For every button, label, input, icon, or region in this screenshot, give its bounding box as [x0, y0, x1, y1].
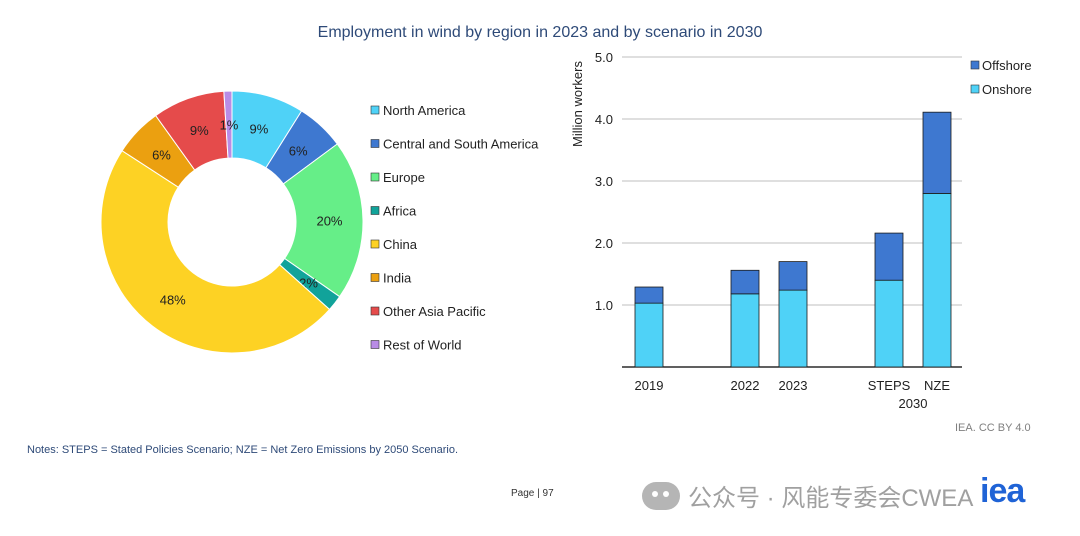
page-number: Page | 97 — [511, 488, 554, 499]
pie-slice-label: 9% — [190, 123, 209, 138]
pie-slice-label: 48% — [160, 292, 186, 307]
wechat-icon — [642, 481, 680, 510]
pie-slice — [223, 90, 233, 159]
pie-slice — [100, 150, 331, 354]
y-tick-label: 1.0 — [595, 298, 613, 313]
bar-segment — [778, 261, 808, 291]
legend-label: Central and South America — [383, 137, 539, 152]
legend-label: India — [383, 271, 412, 286]
bar-segment — [922, 192, 952, 368]
legend-label: Offshore — [982, 58, 1032, 73]
legend-swatch — [370, 105, 380, 115]
legend-swatch — [970, 60, 980, 70]
notes-text: Notes: STEPS = Stated Policies Scenario;… — [27, 444, 459, 456]
legend-swatch — [970, 84, 980, 94]
legend-swatch — [370, 273, 380, 282]
legend-label: Rest of World — [383, 338, 462, 353]
y-tick-label: 3.0 — [595, 174, 613, 189]
x-tick-label: 2019 — [635, 378, 664, 393]
pie-slice-label: 1% — [220, 118, 239, 133]
watermark: 公众号 · 风能专委会CWEA — [642, 478, 973, 513]
x-tick-label: STEPS — [868, 378, 911, 393]
pie-slice — [282, 143, 364, 298]
legend-label: Other Asia Pacific — [383, 304, 486, 319]
pie-slice-label: 20% — [316, 213, 342, 228]
legend-swatch — [370, 239, 380, 249]
legend-swatch — [370, 306, 380, 316]
iea-logo: iea — [980, 472, 1025, 510]
bar-segment — [730, 269, 760, 295]
legend-swatch — [370, 139, 380, 148]
legend-swatch — [370, 172, 380, 182]
y-tick-label: 2.0 — [595, 236, 613, 251]
bar-segment — [874, 232, 904, 281]
x-tick-label: 2023 — [779, 378, 808, 393]
legend-label: China — [383, 237, 418, 252]
bar-segment — [922, 111, 952, 194]
legend-swatch — [370, 340, 380, 349]
x-tick-label: NZE — [924, 378, 950, 393]
x-tick-label: 2022 — [731, 378, 760, 393]
pie-slice-label: 6% — [289, 143, 308, 158]
bar-segment — [634, 286, 664, 304]
legend-label: North America — [383, 103, 466, 118]
legend-label: Africa — [383, 204, 417, 219]
watermark-text: 公众号 · 风能专委会CWEA — [688, 485, 974, 512]
bar-segment — [778, 289, 808, 368]
legend-label: Onshore — [982, 82, 1032, 97]
chart-title: Employment in wind by region in 2023 and… — [317, 24, 763, 41]
pie-slice-label: 9% — [250, 121, 269, 136]
x-group-label: 2030 — [899, 396, 928, 411]
y-tick-label: 5.0 — [595, 50, 613, 65]
y-axis-label: Million workers — [570, 61, 585, 147]
bar-segment — [730, 293, 760, 368]
legend-label: Europe — [383, 170, 425, 185]
bar-segment — [634, 302, 664, 368]
credit-text: IEA. CC BY 4.0 — [955, 422, 1031, 434]
legend-swatch — [370, 206, 380, 215]
pie-slice-label: 6% — [152, 148, 171, 163]
bar-segment — [874, 279, 904, 368]
y-tick-label: 4.0 — [595, 112, 613, 127]
